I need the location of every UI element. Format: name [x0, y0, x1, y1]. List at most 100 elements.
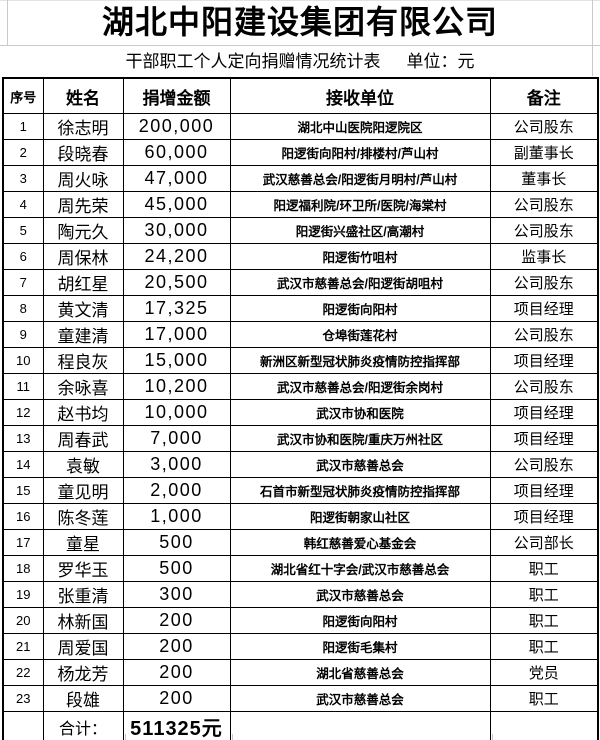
cell-name: 余咏喜	[42, 373, 124, 400]
table-row: 7 胡红星 20,500 武汉市慈善总会/阳逻街胡咀村 公司股东	[2, 269, 599, 296]
cell-name: 赵书均	[42, 399, 124, 426]
cell-name: 周春武	[42, 425, 124, 452]
total-cell-empty-note	[489, 711, 599, 740]
cell-recipient: 武汉市慈善总会/阳逻街胡咀村	[229, 269, 491, 296]
cell-name: 周火咏	[42, 165, 124, 192]
cell-recipient: 阳逻街朝家山社区	[229, 503, 491, 530]
cell-amount: 2,000	[122, 477, 231, 504]
cell-name: 林新国	[42, 607, 124, 634]
table-row: 1 徐志明 200,000 湖北中山医院阳逻院区 公司股东	[2, 113, 599, 140]
cell-amount: 3,000	[122, 451, 231, 478]
cell-name: 罗华玉	[42, 555, 124, 582]
gridline-stub	[125, 734, 126, 740]
table-row: 16 陈冬莲 1,000 阳逻街朝家山社区 项目经理	[2, 503, 599, 530]
table-row: 18 罗华玉 500 湖北省红十字会/武汉市慈善总会 职工	[2, 555, 599, 582]
table-row: 15 童见明 2,000 石首市新型冠状肺炎疫情防控指挥部 项目经理	[2, 477, 599, 504]
cell-no: 18	[2, 555, 44, 582]
cell-recipient: 武汉市慈善总会/阳逻街余岗村	[229, 373, 491, 400]
table-row: 17 童星 500 韩红慈善爱心基金会 公司部长	[2, 529, 599, 556]
col-header-amount: 捐增金额	[122, 77, 231, 114]
cell-amount: 47,000	[122, 165, 231, 192]
cell-note: 职工	[489, 607, 599, 634]
table-row: 23 段雄 200 武汉市慈善总会 职工	[2, 685, 599, 712]
cell-recipient: 韩红慈善爱心基金会	[229, 529, 491, 556]
cell-note: 公司股东	[489, 373, 599, 400]
cell-no: 7	[2, 269, 44, 296]
table-row: 13 周春武 7,000 武汉市协和医院/重庆万州社区 项目经理	[2, 425, 599, 452]
cell-no: 6	[2, 243, 44, 270]
cell-amount: 60,000	[122, 139, 231, 166]
cell-no: 15	[2, 477, 44, 504]
table-row: 10 程良灰 15,000 新洲区新型冠状肺炎疫情防控指挥部 项目经理	[2, 347, 599, 374]
cell-recipient: 湖北中山医院阳逻院区	[229, 113, 491, 140]
cell-name: 程良灰	[42, 347, 124, 374]
cell-recipient: 阳逻街毛集村	[229, 633, 491, 660]
cell-note: 监事长	[489, 243, 599, 270]
table-row: 22 杨龙芳 200 湖北省慈善总会 党员	[2, 659, 599, 686]
cell-no: 20	[2, 607, 44, 634]
cell-note: 项目经理	[489, 425, 599, 452]
cell-name: 童建清	[42, 321, 124, 348]
gridline-stub	[232, 734, 233, 740]
cell-amount: 500	[122, 555, 231, 582]
cell-amount: 200	[122, 633, 231, 660]
cell-recipient: 武汉慈善总会/阳逻街月明村/芦山村	[229, 165, 491, 192]
cell-name: 段雄	[42, 685, 124, 712]
table-row: 11 余咏喜 10,200 武汉市慈善总会/阳逻街余岗村 公司股东	[2, 373, 599, 400]
table-row: 3 周火咏 47,000 武汉慈善总会/阳逻街月明村/芦山村 董事长	[2, 165, 599, 192]
cell-no: 9	[2, 321, 44, 348]
cell-recipient: 武汉市协和医院	[229, 399, 491, 426]
cell-recipient: 武汉市协和医院/重庆万州社区	[229, 425, 491, 452]
cell-amount: 17,325	[122, 295, 231, 322]
cell-note: 公司股东	[489, 191, 599, 218]
cell-no: 5	[2, 217, 44, 244]
cell-note: 副董事长	[489, 139, 599, 166]
unit-label: 单位：元	[406, 52, 475, 71]
cell-amount: 15,000	[122, 347, 231, 374]
total-amount: 511325元	[122, 711, 231, 740]
cell-no: 12	[2, 399, 44, 426]
cell-note: 项目经理	[489, 399, 599, 426]
cell-no: 22	[2, 659, 44, 686]
table-row: 8 黄文清 17,325 阳逻街向阳村 项目经理	[2, 295, 599, 322]
cell-amount: 7,000	[122, 425, 231, 452]
cell-amount: 30,000	[122, 217, 231, 244]
gridline-stub	[492, 734, 493, 740]
cell-note: 职工	[489, 633, 599, 660]
table-row: 2 段晓春 60,000 阳逻街向阳村/排楼村/芦山村 副董事长	[2, 139, 599, 166]
cell-name: 张重清	[42, 581, 124, 608]
table-row: 12 赵书均 10,000 武汉市协和医院 项目经理	[2, 399, 599, 426]
col-header-note: 备注	[489, 77, 599, 114]
cell-recipient: 阳逻街竹咀村	[229, 243, 491, 270]
cell-amount: 1,000	[122, 503, 231, 530]
cell-name: 周爱国	[42, 633, 124, 660]
cell-note: 职工	[489, 685, 599, 712]
total-cell-empty-recipient	[229, 711, 491, 740]
cell-name: 童星	[42, 529, 124, 556]
cell-no: 16	[2, 503, 44, 530]
cell-recipient: 武汉市慈善总会	[229, 685, 491, 712]
cell-amount: 200	[122, 659, 231, 686]
cell-note: 公司股东	[489, 217, 599, 244]
cell-amount: 20,500	[122, 269, 231, 296]
cell-no: 19	[2, 581, 44, 608]
cell-no: 17	[2, 529, 44, 556]
cell-amount: 45,000	[122, 191, 231, 218]
header-row: 序号 姓名 捐增金额 接收单位 备注	[2, 77, 599, 114]
col-header-recipient: 接收单位	[229, 77, 491, 114]
cell-note: 公司股东	[489, 269, 599, 296]
cell-recipient: 新洲区新型冠状肺炎疫情防控指挥部	[229, 347, 491, 374]
table-body: 1 徐志明 200,000 湖北中山医院阳逻院区 公司股东 2 段晓春 60,000 阳逻街向阳…	[2, 113, 599, 712]
cell-recipient: 石首市新型冠状肺炎疫情防控指挥部	[229, 477, 491, 504]
cell-name: 段晓春	[42, 139, 124, 166]
gridline-right	[592, 0, 593, 76]
cell-note: 项目经理	[489, 503, 599, 530]
col-header-no: 序号	[2, 77, 44, 114]
cell-note: 职工	[489, 581, 599, 608]
cell-recipient: 武汉市慈善总会	[229, 451, 491, 478]
cell-recipient: 阳逻街向阳村	[229, 607, 491, 634]
cell-name: 陈冬莲	[42, 503, 124, 530]
cell-no: 14	[2, 451, 44, 478]
cell-note: 公司股东	[489, 321, 599, 348]
cell-note: 公司股东	[489, 451, 599, 478]
